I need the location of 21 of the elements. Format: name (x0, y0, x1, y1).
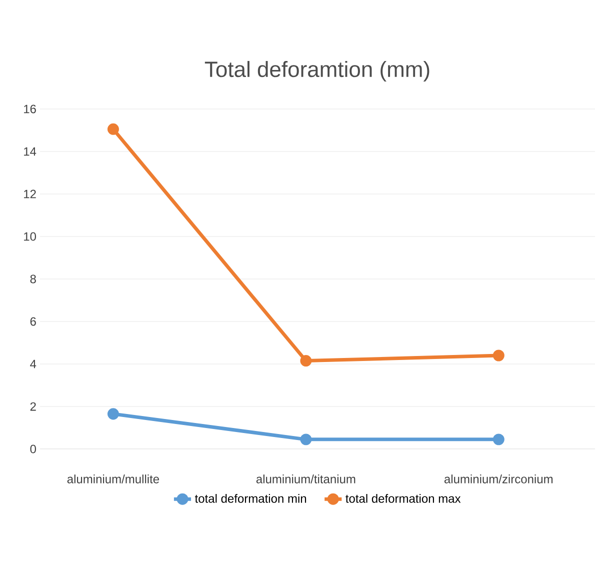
y-tick-label: 6 (30, 317, 36, 326)
y-tick-label: 2 (30, 402, 36, 411)
point (107, 408, 119, 420)
y-tick-label: 0 (30, 444, 36, 454)
x-tick-label: aluminium/zirconium (444, 474, 553, 484)
point (492, 434, 504, 446)
x-tick-label: aluminium/mullite (67, 474, 160, 484)
x-tick-label: aluminium/titanium (256, 474, 356, 484)
y-tick-label: 10 (24, 232, 36, 241)
point (492, 350, 504, 362)
y-tick-label: 8 (30, 274, 36, 284)
legend-label: total deformation max (346, 494, 461, 503)
y-tick-label: 4 (30, 360, 36, 368)
point (300, 434, 312, 446)
point (300, 355, 312, 367)
y-tick-label: 12 (24, 190, 36, 198)
legend-label: total deformation min (194, 494, 306, 503)
chart-title: Total deforamtion (mm) (204, 60, 430, 82)
y-tick-label: 14 (24, 147, 36, 156)
y-tick-label: 16 (24, 104, 36, 114)
point (107, 123, 119, 135)
